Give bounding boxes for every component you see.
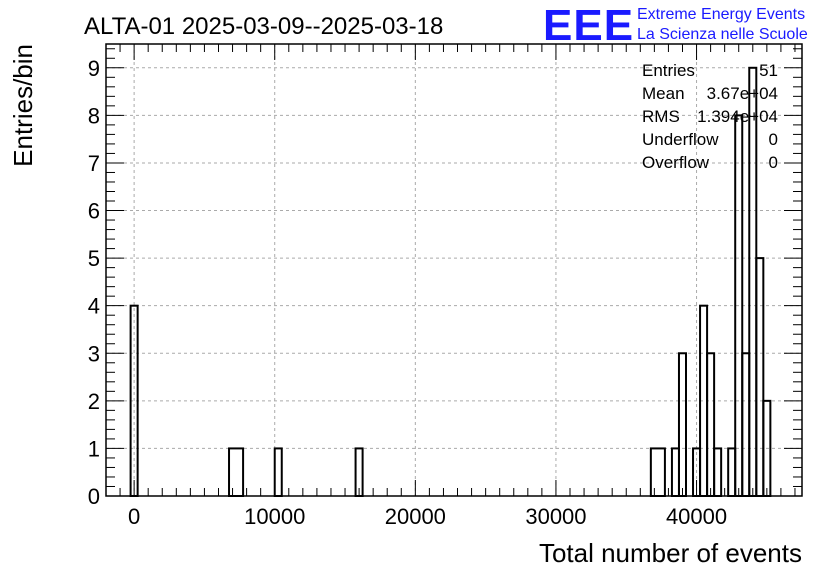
histogram-bar [727, 447, 737, 497]
chart-title: ALTA-01 2025-03-09--2025-03-18 [84, 13, 443, 40]
y-tick-label: 8 [88, 103, 100, 128]
histogram-bar [741, 352, 751, 497]
stats-mean-label: Mean [642, 84, 685, 103]
x-tick-label: 40000 [666, 504, 727, 529]
histogram-bar [713, 447, 723, 497]
grid-lines [106, 44, 802, 496]
histogram-bar [748, 66, 758, 498]
y-axis-label: Entries/bin [8, 44, 38, 167]
y-tick-label: 5 [88, 246, 100, 271]
histogram-bar [649, 447, 666, 497]
x-tick-label: 30000 [525, 504, 586, 529]
histogram-bar [670, 447, 680, 497]
y-tick-label: 0 [88, 484, 100, 509]
eee-logo: EEE Extreme Energy Events La Scienza nel… [543, 1, 808, 50]
y-axis-ticks: 0 1 2 3 4 5 6 7 8 9 [88, 48, 802, 509]
x-tick-label: 10000 [244, 504, 305, 529]
eee-logo-mark: EEE [543, 1, 634, 50]
eee-logo-line2: La Scienza nelle Scuole [637, 26, 808, 43]
stats-mean-value: 3.67e+04 [707, 84, 778, 103]
stats-entries-value: 51 [759, 61, 778, 80]
x-axis-ticks: 0 10000 20000 30000 40000 [105, 44, 796, 529]
x-tick-label: 0 [128, 504, 140, 529]
histogram-bar [706, 352, 716, 497]
y-tick-label: 6 [88, 199, 100, 224]
y-tick-label: 3 [88, 341, 100, 366]
stats-entries-label: Entries [642, 61, 695, 80]
histogram-bar [677, 352, 688, 497]
stats-overflow-value: 0 [769, 153, 778, 172]
plot-frame [105, 43, 803, 497]
stats-rms-value: 1.394e+04 [697, 107, 778, 126]
stats-underflow-label: Underflow [642, 130, 719, 149]
histogram-bar [273, 447, 283, 497]
x-axis-label: Total number of events [539, 538, 802, 568]
eee-logo-line1: Extreme Energy Events [637, 6, 805, 23]
stats-underflow-value: 0 [769, 130, 778, 149]
y-tick-label: 4 [88, 294, 100, 319]
stats-rms-label: RMS [642, 107, 680, 126]
y-tick-label: 1 [88, 436, 100, 461]
histogram-bar [228, 447, 245, 497]
stats-box: Entries 51 Mean 3.67e+04 RMS 1.394e+04 U… [642, 61, 778, 172]
y-tick-label: 2 [88, 389, 100, 414]
y-tick-label: 7 [88, 151, 100, 176]
histogram-bar [755, 257, 765, 497]
stats-overflow-label: Overflow [642, 153, 710, 172]
x-tick-label: 20000 [385, 504, 446, 529]
y-tick-label: 9 [88, 56, 100, 81]
